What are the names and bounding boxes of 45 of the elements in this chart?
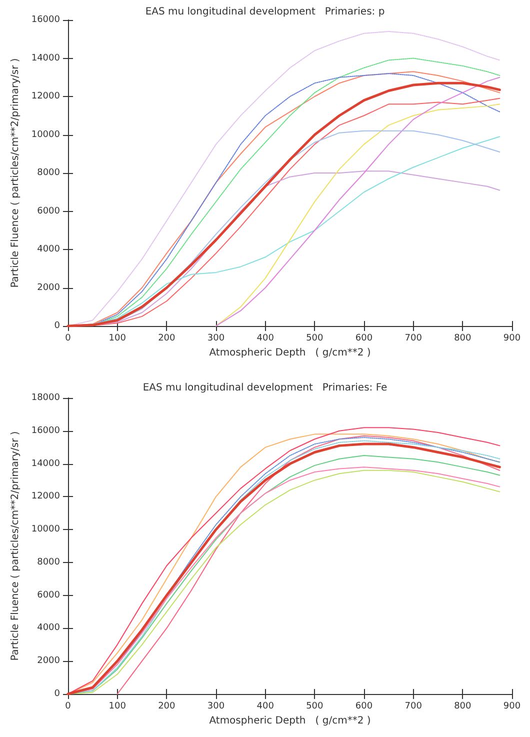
- chart-title: EAS mu longitudinal development Primaries: Fe: [142, 382, 388, 394]
- x-tick-label: 700: [404, 334, 422, 344]
- x-tick-label: 500: [306, 334, 324, 344]
- x-tick-label: 700: [404, 702, 422, 712]
- y-tick-label: 10000: [31, 524, 60, 535]
- y-tick-label: 2000: [37, 282, 60, 293]
- y-tick-label: 12000: [31, 92, 60, 102]
- x-tick-label: 100: [108, 702, 126, 712]
- x-tick-label: 300: [207, 702, 225, 712]
- y-axis-title: Particle Fluence ( particles/cm**2/primary/sr ): [10, 58, 21, 288]
- y-tick-label: 14000: [31, 53, 60, 64]
- y-tick-label: 18000: [31, 393, 60, 403]
- y-tick-label: 0: [54, 689, 60, 699]
- x-tick-label: 300: [207, 334, 225, 344]
- x-tick-label: 0: [65, 334, 72, 344]
- chart-title: EAS mu longitudinal development Primaries: p: [145, 6, 385, 18]
- x-tick-label: 400: [256, 702, 274, 712]
- y-tick-label: 16000: [31, 15, 60, 25]
- x-tick-label: 900: [503, 702, 521, 712]
- y-tick-label: 12000: [31, 492, 60, 502]
- y-tick-label: 6000: [37, 206, 60, 216]
- x-tick-label: 900: [503, 334, 521, 344]
- y-tick-label: 14000: [31, 458, 60, 469]
- x-tick-label: 200: [158, 702, 176, 712]
- x-axis-title: Atmospheric Depth ( g/cm**2 ): [209, 347, 371, 358]
- x-tick-label: 500: [306, 702, 324, 712]
- x-axis-title: Atmospheric Depth ( g/cm**2 ): [209, 715, 371, 726]
- x-tick-label: 600: [355, 334, 373, 344]
- y-tick-label: 16000: [31, 426, 60, 436]
- y-tick-label: 4000: [37, 623, 60, 634]
- y-tick-label: 10000: [31, 130, 60, 140]
- x-tick-label: 0: [65, 702, 72, 712]
- x-tick-label: 800: [454, 702, 472, 712]
- x-tick-label: 200: [158, 334, 176, 344]
- x-tick-label: 800: [454, 334, 472, 344]
- y-tick-label: 8000: [37, 557, 60, 568]
- y-tick-label: 4000: [37, 244, 60, 254]
- y-tick-label: 2000: [37, 656, 60, 666]
- x-tick-label: 400: [256, 334, 274, 344]
- x-tick-label: 600: [355, 702, 373, 712]
- y-axis-title: Particle Fluence ( particles/cm**2/primary/sr ): [10, 431, 21, 661]
- y-tick-label: 6000: [37, 590, 60, 600]
- y-tick-label: 0: [54, 321, 60, 331]
- y-tick-label: 8000: [37, 168, 60, 178]
- x-tick-label: 100: [108, 334, 126, 344]
